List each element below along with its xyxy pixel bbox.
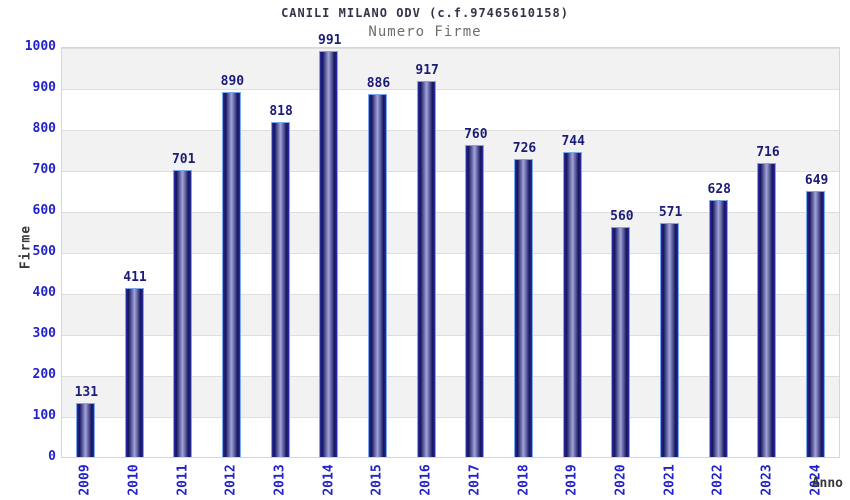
bar-value-label: 701 [171, 152, 196, 167]
bar-2015 [367, 94, 387, 457]
y-tick-label: 400 [32, 285, 56, 300]
y-tick-label: 300 [32, 326, 56, 341]
y-tick-label: 600 [32, 203, 56, 218]
bar-value-label: 726 [512, 141, 537, 156]
bar-2010 [124, 288, 144, 457]
bar-2021 [660, 223, 680, 457]
x-tick-label-2021: 2021 [662, 464, 678, 496]
bar-2012 [221, 92, 241, 457]
bar-value-label: 131 [74, 385, 99, 400]
bar-value-label: 890 [220, 74, 245, 89]
x-tick-label-2015: 2015 [369, 464, 385, 496]
y-tick-label: 100 [32, 408, 56, 423]
y-tick-label: 800 [32, 121, 56, 136]
bar-2024 [806, 191, 826, 457]
x-tick-label-2020: 2020 [613, 464, 629, 496]
bar-2016 [416, 81, 436, 457]
bar-value-label: 411 [123, 270, 147, 285]
bar-value-label: 560 [610, 209, 634, 224]
bar-2017 [465, 145, 485, 457]
chart-title: CANILI MILANO ODV (c.f.97465610158) [281, 6, 569, 20]
bar-value-label: 716 [756, 145, 780, 160]
x-tick-label-2011: 2011 [175, 464, 191, 496]
x-tick-label-2012: 2012 [223, 464, 239, 496]
bar-2018 [514, 159, 534, 457]
y-axis-title: Firme [18, 224, 34, 270]
bar-value-label: 818 [269, 104, 293, 119]
x-tick-label-2018: 2018 [516, 464, 532, 496]
x-tick-label-2019: 2019 [564, 464, 580, 496]
y-tick-label: 200 [32, 367, 56, 382]
x-tick-label-2014: 2014 [321, 464, 337, 496]
bar-value-label: 917 [415, 63, 439, 78]
bar-2011 [173, 170, 193, 457]
bar-value-label: 760 [464, 127, 488, 142]
x-tick-label-2022: 2022 [710, 464, 726, 496]
bar-2009 [75, 403, 95, 457]
bar-2020 [611, 227, 631, 457]
bar-value-label: 628 [707, 182, 732, 197]
bar-value-label: 886 [366, 76, 391, 91]
bar-value-label: 649 [804, 173, 829, 188]
bar-2014 [319, 51, 339, 457]
y-tick-label: 900 [32, 80, 56, 95]
x-tick-label-2017: 2017 [467, 464, 483, 496]
y-tick-label: 700 [32, 162, 56, 177]
chart-subtitle: Numero Firme [368, 24, 482, 40]
y-tick-label: 0 [48, 449, 56, 464]
bar-value-label: 571 [658, 205, 683, 220]
bar-2022 [708, 200, 728, 457]
plot-area: 131 411 701 890 818 991 886 917 760 726 744 560 571 6… [61, 33, 840, 458]
y-tick-label: 1000 [24, 39, 56, 54]
x-tick-label-2016: 2016 [418, 464, 434, 496]
bar-2019 [562, 152, 582, 457]
x-tick-label-2023: 2023 [759, 464, 775, 496]
y-tick-label: 500 [32, 244, 56, 259]
x-tick-label-2009: 2009 [77, 464, 93, 496]
bar-value-label: 744 [561, 134, 585, 149]
x-tick-label-2013: 2013 [272, 464, 288, 496]
x-axis-title: Anno [811, 476, 843, 491]
bar-2013 [270, 122, 290, 457]
bar-2023 [757, 163, 777, 457]
bar-value-label: 991 [318, 33, 342, 48]
x-tick-label-2010: 2010 [126, 464, 142, 496]
